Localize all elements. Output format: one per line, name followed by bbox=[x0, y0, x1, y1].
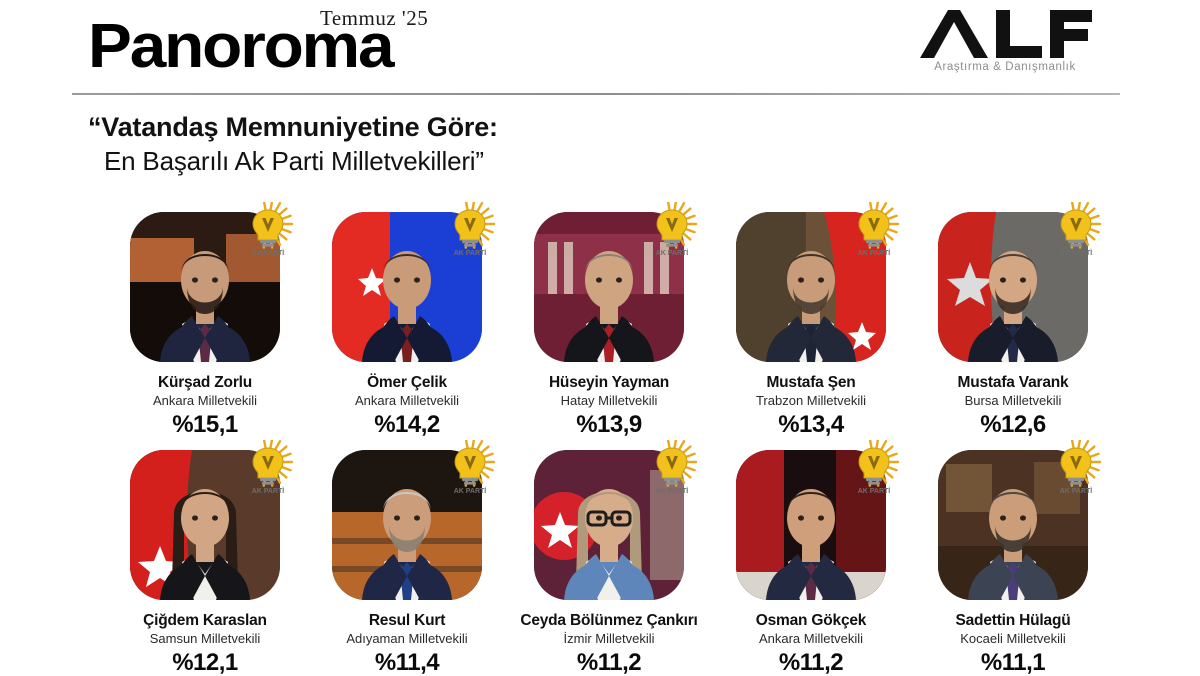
deputy-role: İzmir Milletvekili bbox=[563, 631, 655, 646]
deputy-satisfaction-value: %14,2 bbox=[374, 411, 440, 438]
portrait-image-p5 bbox=[130, 450, 280, 600]
deputy-photo-wrap: AK PARTİ bbox=[938, 437, 1102, 600]
deputy-satisfaction-value: %11,4 bbox=[374, 649, 440, 676]
deputy-name: Çiğdem Karaslan bbox=[143, 612, 267, 629]
deputy-card[interactable]: AK PARTİ Mustafa Varank Bursa Milletvekil… bbox=[912, 199, 1114, 438]
deputy-name: Osman Gökçek bbox=[755, 612, 867, 629]
deputy-photo-wrap: AK PARTİ bbox=[130, 199, 294, 362]
page-title-line1: “Vatandaş Memnuniyetine Göre: bbox=[88, 112, 498, 142]
deputy-photo bbox=[534, 450, 684, 600]
deputy-role: Kocaeli Milletvekili bbox=[960, 631, 1066, 646]
deputy-card[interactable]: AK PARTİ Ceyda Bölünmez Çankırı İzmir Mil… bbox=[508, 437, 710, 676]
deputy-satisfaction-value: %11,2 bbox=[778, 649, 844, 676]
deputy-photo-wrap: AK PARTİ bbox=[736, 199, 900, 362]
deputy-card[interactable]: AK PARTİ Hüseyin Yayman Hatay Milletvekil… bbox=[508, 199, 710, 438]
deputy-card[interactable]: AK PARTİ Sadettin Hülagü Kocaeli Milletve… bbox=[912, 437, 1114, 676]
deputy-photo bbox=[130, 212, 280, 362]
deputy-photo bbox=[938, 450, 1088, 600]
deputy-card[interactable]: AK PARTİ Kürşad Zorlu Ankara Milletvekili… bbox=[104, 199, 306, 438]
deputy-name: Mustafa Varank bbox=[957, 374, 1069, 391]
page-title: “Vatandaş Memnuniyetine Göre: En Başarıl… bbox=[88, 110, 888, 178]
deputy-photo bbox=[332, 450, 482, 600]
portrait-image-p7 bbox=[534, 450, 684, 600]
deputy-role: Ankara Milletvekili bbox=[152, 393, 258, 408]
header-divider bbox=[72, 93, 1120, 95]
deputy-role: Bursa Milletvekili bbox=[964, 393, 1062, 408]
deputy-photo-wrap: AK PARTİ bbox=[736, 437, 900, 600]
deputy-role: Trabzon Milletvekili bbox=[755, 393, 867, 408]
portrait-image-p8 bbox=[736, 450, 886, 600]
deputy-card[interactable]: AK PARTİ Ömer Çelik Ankara Milletvekili %1… bbox=[306, 199, 508, 438]
deputy-role: Ankara Milletvekili bbox=[354, 393, 460, 408]
publication-wordmark: Panoroma bbox=[88, 12, 395, 81]
deputy-photo bbox=[736, 450, 886, 600]
portrait-image-p2 bbox=[534, 212, 684, 362]
deputy-card[interactable]: AK PARTİ Resul Kurt Adıyaman Milletvekili… bbox=[306, 437, 508, 676]
deputy-photo-wrap: AK PARTİ bbox=[534, 437, 698, 600]
deputy-photo-wrap: AK PARTİ bbox=[534, 199, 698, 362]
portrait-image-p3 bbox=[736, 212, 886, 362]
deputy-satisfaction-value: %15,1 bbox=[172, 411, 238, 438]
deputy-photo-wrap: AK PARTİ bbox=[332, 199, 496, 362]
deputy-satisfaction-value: %13,4 bbox=[778, 411, 844, 438]
deputy-name: Resul Kurt bbox=[368, 612, 446, 629]
deputy-role: Ankara Milletvekili bbox=[758, 631, 864, 646]
alf-logo-icon bbox=[919, 10, 1092, 58]
deputy-card[interactable]: AK PARTİ Çiğdem Karaslan Samsun Milletvek… bbox=[104, 437, 306, 676]
deputy-satisfaction-value: %12,6 bbox=[980, 411, 1046, 438]
portrait-image-p4 bbox=[938, 212, 1088, 362]
deputy-photo-wrap: AK PARTİ bbox=[332, 437, 496, 600]
portrait-image-p6 bbox=[332, 450, 482, 600]
agency-logo-block: Araştırma & Danışmanlık bbox=[890, 8, 1120, 73]
deputy-photo bbox=[332, 212, 482, 362]
page-header: Temmuz '25 Panoroma Araştırma & Danışman… bbox=[0, 0, 1200, 95]
deputy-name: Mustafa Şen bbox=[766, 374, 856, 391]
deputy-satisfaction-value: %11,1 bbox=[980, 649, 1046, 676]
deputy-satisfaction-value: %12,1 bbox=[172, 649, 238, 676]
deputy-satisfaction-value: %13,9 bbox=[576, 411, 642, 438]
portrait-image-p1 bbox=[332, 212, 482, 362]
page-title-line2: En Başarılı Ak Parti Milletvekilleri” bbox=[104, 146, 484, 176]
deputy-role: Adıyaman Milletvekili bbox=[346, 631, 468, 646]
deputy-name: Sadettin Hülagü bbox=[955, 612, 1071, 629]
deputy-card[interactable]: AK PARTİ Osman Gökçek Ankara Milletvekili… bbox=[710, 437, 912, 676]
issue-date: Temmuz '25 bbox=[320, 6, 429, 30]
deputy-photo-wrap: AK PARTİ bbox=[130, 437, 294, 600]
deputy-card[interactable]: AK PARTİ Mustafa Şen Trabzon Milletvekili… bbox=[710, 199, 912, 438]
deputy-role: Hatay Milletvekili bbox=[560, 393, 658, 408]
deputy-name: Ömer Çelik bbox=[367, 374, 447, 391]
deputy-photo-wrap: AK PARTİ bbox=[938, 199, 1102, 362]
deputy-satisfaction-value: %11,2 bbox=[576, 649, 642, 676]
deputy-photo bbox=[938, 212, 1088, 362]
deputy-name: Kürşad Zorlu bbox=[157, 374, 253, 391]
deputy-name: Ceyda Bölünmez Çankırı bbox=[520, 612, 698, 629]
deputy-role: Samsun Milletvekili bbox=[149, 631, 261, 646]
portrait-image-p0 bbox=[130, 212, 280, 362]
deputies-grid: AK PARTİ Kürşad Zorlu Ankara Milletvekili… bbox=[104, 199, 1114, 676]
deputy-photo bbox=[130, 450, 280, 600]
deputy-photo bbox=[534, 212, 684, 362]
portrait-image-p9 bbox=[938, 450, 1088, 600]
deputy-name: Hüseyin Yayman bbox=[548, 374, 670, 391]
agency-subtitle: Araştırma & Danışmanlık bbox=[934, 61, 1076, 73]
deputy-photo bbox=[736, 212, 886, 362]
